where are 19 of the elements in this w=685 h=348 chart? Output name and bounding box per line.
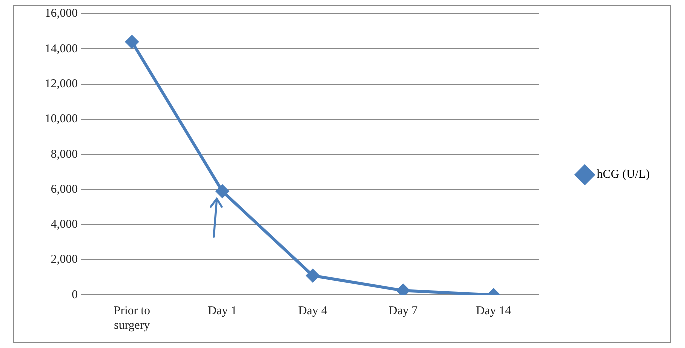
y-tick-label: 14,000 bbox=[45, 41, 78, 56]
legend-label: hCG (U/L) bbox=[597, 167, 650, 182]
point bbox=[216, 185, 230, 198]
y-tick-label: 16,000 bbox=[45, 6, 78, 20]
x-tick-label: Day 1 bbox=[208, 304, 238, 318]
y-tick-label: 2,000 bbox=[51, 252, 78, 266]
x-tick-label: Day 14 bbox=[476, 304, 512, 318]
y-tick-label: 8,000 bbox=[51, 146, 78, 161]
point bbox=[306, 269, 320, 282]
point bbox=[396, 284, 410, 296]
x-tick-label: Day 7 bbox=[388, 304, 418, 318]
y-tick-label: 0 bbox=[72, 287, 78, 302]
y-tick-label: 10,000 bbox=[45, 112, 78, 126]
y-tick-label: 4,000 bbox=[51, 217, 78, 232]
x-tick-label: Day 4 bbox=[298, 304, 328, 318]
x-tick-label: Prior to surgery bbox=[114, 304, 150, 332]
y-tick-label: 12,000 bbox=[45, 76, 78, 90]
point bbox=[126, 36, 139, 49]
y-tick-label: 6,000 bbox=[51, 182, 78, 196]
